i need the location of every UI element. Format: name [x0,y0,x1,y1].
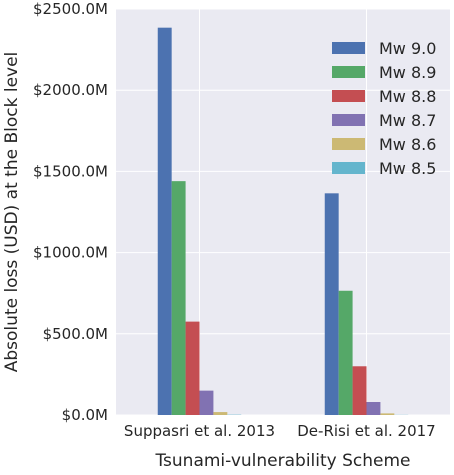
bar [213,412,228,415]
bar [352,366,367,415]
y-tick-label: $1500.0M [33,162,108,180]
bars [157,27,409,416]
x-axis-label: Tsunami-vulnerability Scheme [154,451,410,471]
bar [338,290,353,415]
legend-swatch [332,138,365,150]
bar [171,181,186,415]
legend-swatch [332,66,365,78]
legend-swatch [332,42,365,54]
bar [366,402,381,415]
legend-label: Mw 8.5 [379,159,436,178]
bar [157,27,172,416]
legend-label: Mw 8.8 [379,87,436,106]
y-axis-label: Absolute loss (USD) at the Block level [2,52,22,373]
bar [380,413,395,415]
legend-swatch [332,90,365,102]
legend-label: Mw 8.6 [379,135,436,154]
legend-swatch [332,162,365,174]
x-axis-ticks: Suppasri et al. 2013 De-Risi et al. 2017 [124,422,436,440]
x-tick-label: De-Risi et al. 2017 [297,422,435,440]
legend-label: Mw 9.0 [379,39,436,58]
y-tick-label: $0.0M [62,406,108,424]
y-tick-label: $1000.0M [33,244,108,262]
legend-swatch [332,114,365,126]
y-axis-ticks: $0.0M $500.0M $1000.0M $1500.0M $2000.0M $250… [33,0,108,424]
x-tick-label: Suppasri et al. 2013 [124,422,275,440]
legend-label: Mw 8.7 [379,111,436,130]
y-tick-label: $2500.0M [33,0,108,18]
y-tick-label: $500.0M [43,325,108,343]
bar [324,193,339,415]
bar [199,390,214,415]
y-tick-label: $2000.0M [33,81,108,99]
legend: Mw 9.0 Mw 8.9 Mw 8.8 Mw 8.7 Mw 8.6 Mw 8.5 [332,39,436,178]
legend-label: Mw 8.9 [379,63,436,82]
bar [185,321,200,415]
